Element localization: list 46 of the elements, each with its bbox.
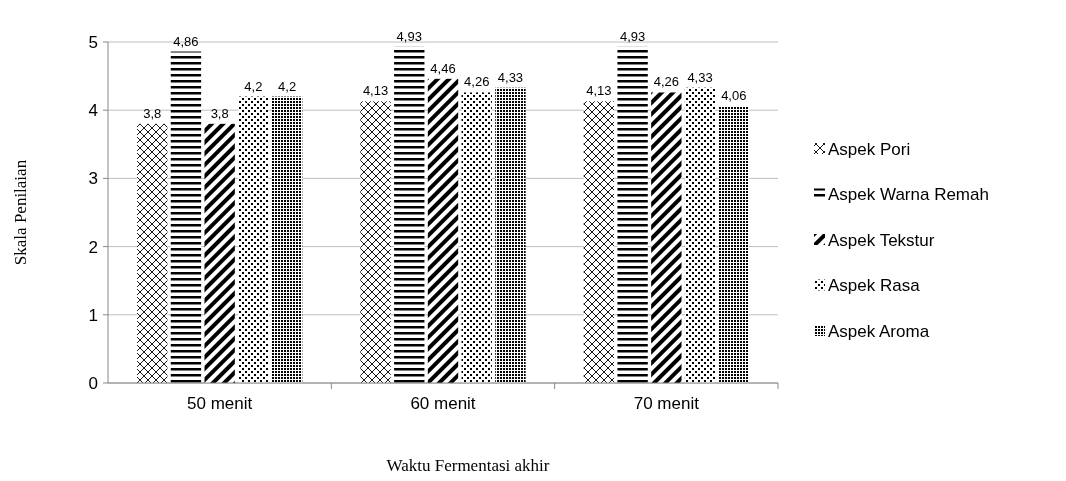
data-label: 3,8: [143, 105, 162, 121]
bar: [718, 106, 749, 383]
data-label: 4,26: [464, 74, 490, 90]
bar: [394, 46, 425, 383]
bar: [204, 123, 235, 383]
bar: [495, 87, 526, 383]
data-label: 4,2: [278, 78, 297, 94]
data-label: 4,93: [396, 28, 422, 44]
x-tick-label: 50 menit: [187, 394, 253, 413]
bar: [238, 96, 269, 383]
legend-label: Aspek Warna Remah: [828, 185, 989, 205]
bar: [461, 92, 492, 383]
data-label: 4,86: [173, 33, 199, 49]
legend-label: Aspek Pori: [828, 139, 911, 159]
y-tick-label: 4: [88, 101, 98, 121]
data-label: 4,26: [653, 74, 679, 90]
bar: [583, 101, 615, 383]
bar: [170, 51, 202, 383]
data-label: 4,33: [497, 69, 524, 85]
y-axis-title: Skala Penilaian: [11, 159, 30, 266]
data-label: 4,46: [430, 60, 456, 76]
data-label: 4,13: [362, 83, 389, 99]
data-label: 3,8: [210, 105, 229, 121]
y-tick-label: 1: [88, 305, 98, 325]
data-label: 4,06: [721, 88, 747, 104]
x-tick-label: 60 menit: [410, 394, 476, 413]
x-tick-label: 70 menit: [633, 394, 700, 413]
bar: [684, 87, 716, 383]
data-label: 4,33: [687, 69, 713, 85]
bar: [271, 96, 303, 383]
bar: [427, 78, 459, 383]
bar: [137, 123, 168, 383]
bar: [360, 101, 391, 383]
data-label: 4,2: [244, 78, 263, 94]
bar: [651, 92, 682, 383]
data-label: 4,13: [586, 83, 612, 99]
legend-label: Aspek Rasa: [828, 276, 921, 296]
y-tick-label: 5: [88, 32, 98, 52]
y-tick-label: 3: [88, 169, 98, 189]
legend-label: Aspek Aroma: [828, 321, 930, 341]
data-label: 4,93: [619, 28, 646, 44]
legend-label: Aspek Tekstur: [828, 230, 935, 250]
y-tick-label: 2: [88, 237, 98, 257]
y-tick-label: 0: [88, 373, 98, 393]
x-axis-title: Waktu Fermentasi akhir: [386, 456, 550, 475]
bar: [617, 46, 648, 383]
